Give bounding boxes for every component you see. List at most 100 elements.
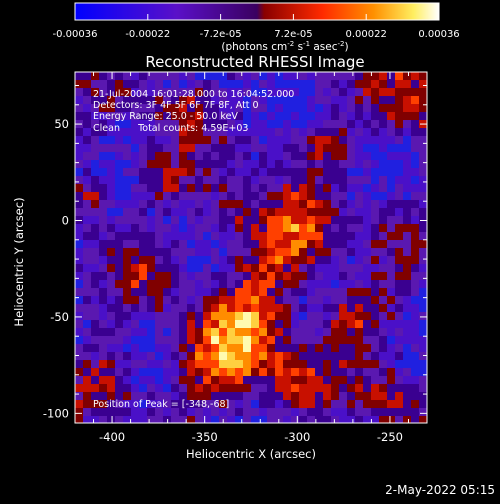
heatmap-cell	[291, 248, 300, 257]
heatmap-cell	[195, 400, 204, 409]
heatmap-cell	[171, 232, 180, 241]
heatmap-cell	[187, 280, 196, 289]
heatmap-cell	[307, 176, 316, 185]
heatmap-cell	[379, 368, 388, 377]
heatmap-cell	[275, 384, 284, 393]
heatmap-cell	[379, 392, 388, 401]
heatmap-cell	[419, 112, 427, 121]
heatmap-cell	[315, 128, 324, 137]
heatmap-cell	[163, 368, 172, 377]
heatmap-cell	[259, 240, 268, 249]
heatmap-cell	[419, 96, 427, 105]
heatmap-cell	[243, 408, 252, 417]
heatmap-cell	[123, 296, 132, 305]
heatmap-cell	[251, 304, 260, 313]
heatmap-cell	[227, 400, 236, 409]
heatmap-cell	[371, 72, 380, 81]
heatmap-cell	[123, 208, 132, 217]
heatmap-cell	[107, 80, 116, 89]
heatmap-cell	[243, 88, 252, 97]
heatmap-cell	[379, 288, 388, 297]
heatmap-cell	[259, 376, 268, 385]
heatmap-cell	[163, 288, 172, 297]
heatmap-cell	[219, 136, 228, 145]
heatmap-cell	[371, 352, 380, 361]
heatmap-cell	[275, 240, 284, 249]
heatmap-cell	[115, 288, 124, 297]
heatmap-cell	[331, 72, 340, 81]
heatmap-cell	[339, 192, 348, 201]
heatmap-cell	[155, 152, 164, 161]
heatmap-cell	[259, 136, 268, 145]
heatmap-cell	[107, 304, 116, 313]
heatmap-cell	[139, 176, 148, 185]
heatmap-cell	[219, 168, 228, 177]
heatmap-cell	[419, 240, 427, 249]
heatmap-cell	[75, 392, 84, 401]
heatmap-cell	[395, 176, 404, 185]
heatmap-cell	[347, 240, 356, 249]
heatmap-cell	[403, 312, 412, 321]
heatmap-cell	[171, 288, 180, 297]
heatmap-cell	[179, 232, 188, 241]
heatmap-cell	[171, 208, 180, 217]
heatmap-cell	[203, 264, 212, 273]
heatmap-cell	[323, 304, 332, 313]
heatmap-cell	[291, 352, 300, 361]
heatmap-cell	[227, 200, 236, 209]
heatmap-cell	[259, 384, 268, 393]
heatmap-cell	[115, 104, 124, 113]
heatmap-cell	[259, 256, 268, 265]
heatmap-cell	[219, 72, 228, 81]
heatmap-cell	[419, 88, 427, 97]
heatmap-cell	[387, 336, 396, 345]
heatmap-cell	[347, 104, 356, 113]
heatmap-cell	[179, 240, 188, 249]
heatmap-cell	[419, 80, 427, 89]
heatmap-cell	[91, 160, 100, 169]
heatmap-cell	[403, 216, 412, 225]
heatmap-cell	[187, 400, 196, 409]
heatmap-cell	[179, 216, 188, 225]
heatmap-cell	[267, 168, 276, 177]
heatmap-cell	[147, 280, 156, 289]
heatmap-cell	[75, 320, 84, 329]
heatmap-cell	[419, 304, 427, 313]
heatmap-cell	[299, 384, 308, 393]
heatmap-cell	[291, 312, 300, 321]
heatmap-cell	[147, 328, 156, 337]
heatmap-cell	[147, 296, 156, 305]
heatmap-cell	[163, 72, 172, 81]
heatmap-cell	[171, 392, 180, 401]
heatmap-cell	[107, 224, 116, 233]
heatmap-cell	[107, 408, 116, 417]
heatmap-cell	[323, 216, 332, 225]
heatmap-cell	[187, 376, 196, 385]
heatmap-cell	[419, 352, 427, 361]
heatmap-cell	[211, 88, 220, 97]
heatmap-cell	[243, 272, 252, 281]
heatmap-cell	[411, 104, 420, 113]
heatmap-cell	[291, 392, 300, 401]
heatmap-cell	[195, 200, 204, 209]
heatmap-cell	[371, 128, 380, 137]
heatmap-cell	[107, 264, 116, 273]
heatmap-cell	[331, 112, 340, 121]
heatmap-cell	[195, 328, 204, 337]
heatmap-cell	[371, 360, 380, 369]
heatmap-cell	[363, 288, 372, 297]
heatmap-cell	[155, 112, 164, 121]
heatmap-cell	[267, 152, 276, 161]
heatmap-cell	[331, 128, 340, 137]
heatmap-cell	[331, 312, 340, 321]
heatmap-cell	[155, 208, 164, 217]
heatmap-cell	[267, 176, 276, 185]
heatmap-cell	[363, 184, 372, 193]
heatmap-cell	[363, 408, 372, 417]
heatmap-cell	[107, 280, 116, 289]
heatmap-cell	[299, 416, 308, 423]
heatmap-cell	[171, 416, 180, 423]
heatmap-cell	[203, 240, 212, 249]
heatmap-cell	[115, 144, 124, 153]
heatmap-cell	[219, 96, 228, 105]
